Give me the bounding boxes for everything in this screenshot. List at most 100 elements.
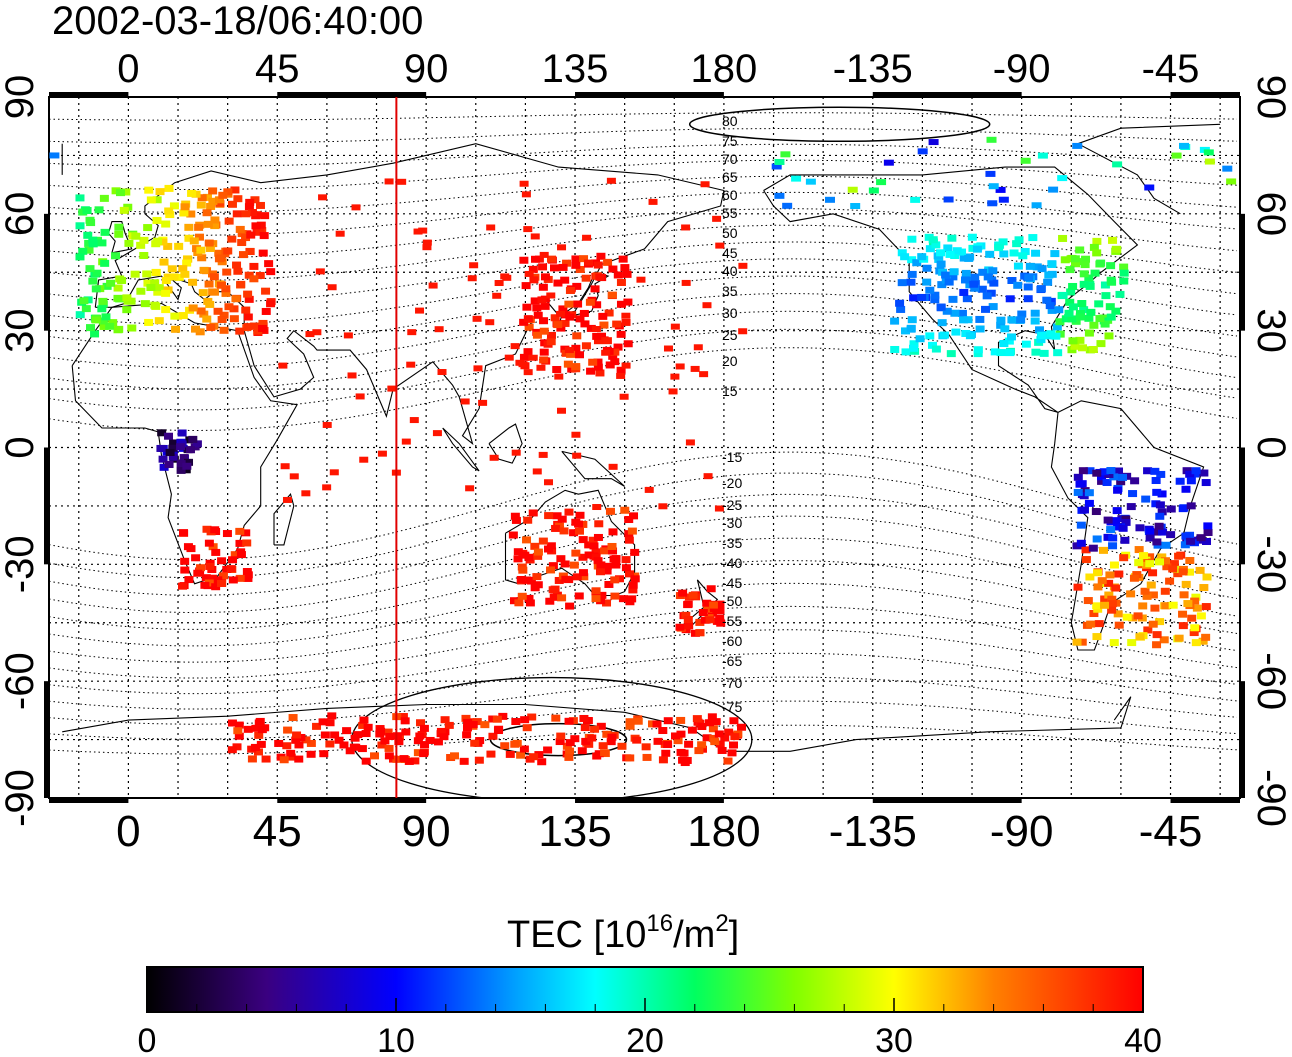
- tec-point: [1111, 584, 1121, 592]
- tec-point: [306, 739, 316, 747]
- tec-point: [294, 741, 304, 749]
- tec-point: [1190, 597, 1200, 605]
- tec-point: [114, 230, 124, 238]
- tec-point: [565, 286, 575, 294]
- tec-point: [1092, 237, 1102, 245]
- tec-point: [947, 234, 957, 242]
- tec-point: [613, 343, 623, 351]
- coastline: [94, 143, 725, 446]
- tec-point: [572, 282, 582, 290]
- tec-point: [1148, 591, 1158, 599]
- tec-point: [255, 201, 265, 209]
- tec-point: [286, 753, 296, 761]
- tec-point: [183, 255, 193, 263]
- tec-point: [1161, 602, 1171, 610]
- tec-point: [578, 536, 588, 544]
- tec-point: [925, 332, 935, 340]
- tec-point: [597, 591, 607, 599]
- tec-point: [209, 288, 219, 296]
- tec-point: [519, 180, 529, 187]
- tec-point: [702, 302, 712, 309]
- tec-point: [628, 581, 638, 589]
- tec-point: [470, 739, 480, 747]
- tec-point: [986, 136, 997, 143]
- tec-point: [580, 320, 590, 328]
- tec-point: [232, 743, 242, 751]
- tec-point: [241, 529, 251, 537]
- tec-point: [554, 373, 564, 380]
- tec-point: [782, 202, 793, 209]
- tec-point: [930, 296, 940, 304]
- tec-point: [1021, 340, 1031, 348]
- tec-point: [327, 712, 337, 720]
- tec-point: [1079, 306, 1089, 314]
- tec-point: [556, 732, 566, 740]
- tec-point: [951, 328, 961, 336]
- tec-point: [1139, 552, 1149, 560]
- tec-point: [1058, 291, 1068, 299]
- tec-point: [1204, 158, 1215, 165]
- tec-point: [548, 562, 558, 570]
- tec-point: [532, 468, 542, 475]
- tec-point: [573, 300, 583, 308]
- tec-point: [774, 192, 785, 199]
- tec-point: [714, 505, 724, 512]
- tec-point: [1004, 337, 1014, 345]
- tec-point: [1072, 638, 1082, 646]
- tec-point: [413, 228, 423, 235]
- tec-point: [670, 732, 680, 740]
- tec-point: [906, 324, 916, 332]
- tec-point: [590, 725, 600, 733]
- tec-point: [294, 755, 304, 763]
- tec-point: [1183, 600, 1193, 608]
- tec-point: [557, 594, 567, 602]
- tec-point: [595, 273, 605, 281]
- tec-point: [1189, 629, 1199, 637]
- tec-point: [97, 239, 107, 247]
- tec-point: [673, 737, 683, 745]
- tec-point: [188, 278, 198, 286]
- tec-point: [213, 576, 223, 584]
- tec-point: [602, 730, 612, 738]
- frame-bar-right: [1240, 681, 1245, 798]
- tec-point: [1050, 250, 1060, 258]
- contour-label: -60: [722, 633, 742, 649]
- tec-point: [261, 307, 271, 315]
- contour-label: -15: [722, 449, 742, 465]
- top-lon-label: 45: [255, 47, 300, 91]
- tec-point: [528, 354, 538, 361]
- tec-point: [322, 484, 332, 491]
- tec-point: [227, 200, 237, 208]
- tec-point: [556, 324, 566, 332]
- tec-point: [184, 576, 194, 584]
- tec-point: [780, 151, 791, 158]
- tec-point: [473, 365, 483, 372]
- tec-point: [1031, 348, 1041, 356]
- tec-point: [593, 533, 603, 541]
- contour-label: 50: [722, 225, 738, 241]
- frame-bar-bottom: [872, 798, 1022, 803]
- tec-point: [618, 255, 628, 263]
- tec-point: [243, 313, 253, 321]
- tec-point: [876, 179, 887, 186]
- tec-point: [1075, 313, 1085, 321]
- tec-point: [1119, 277, 1129, 285]
- tec-point: [675, 623, 685, 631]
- tec-point: [571, 431, 581, 438]
- tec-point: [707, 713, 717, 721]
- tec-point: [233, 195, 243, 203]
- tec-point: [230, 551, 240, 559]
- tec-point: [551, 524, 561, 532]
- tec-point: [890, 345, 900, 353]
- tec-point: [629, 512, 639, 520]
- tec-point: [572, 573, 582, 581]
- tec-point: [1144, 184, 1155, 191]
- tec-point: [249, 275, 259, 283]
- tec-point: [973, 350, 983, 358]
- tec-point: [1185, 556, 1195, 564]
- tec-point: [706, 585, 716, 593]
- tec-point: [538, 263, 548, 271]
- tec-point: [227, 719, 237, 727]
- tec-point: [235, 539, 245, 547]
- tec-point: [1068, 337, 1078, 345]
